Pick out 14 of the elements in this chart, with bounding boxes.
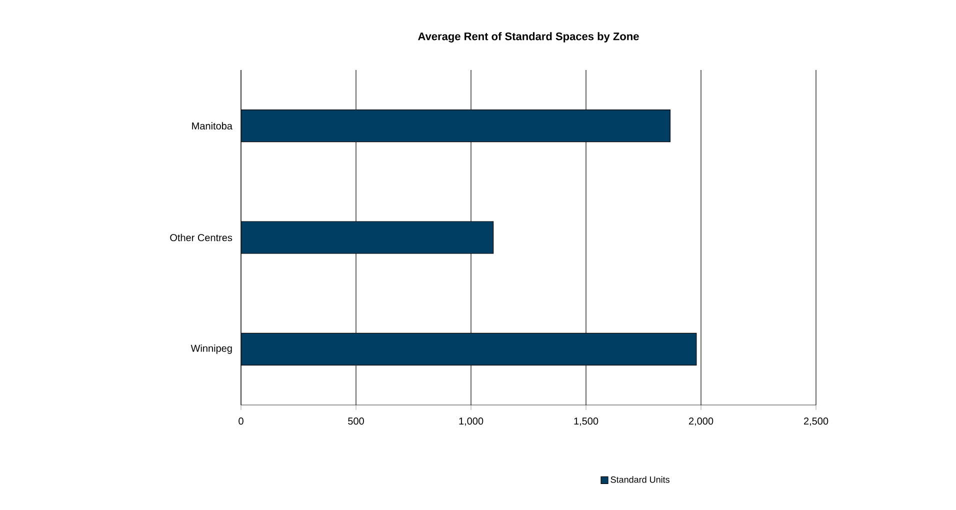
x-tick-label: 1,000 — [459, 418, 484, 426]
x-tick-label: 500 — [348, 418, 364, 425]
x-tick-label: 2,000 — [688, 418, 714, 426]
chart-title: Average Rent of Standard Spaces by Zone — [418, 32, 639, 42]
x-tick-label: 0 — [238, 418, 244, 425]
x-tick-label: 2,500 — [804, 418, 828, 426]
y-tick-label: Other Centres — [170, 234, 232, 242]
bar — [241, 110, 670, 142]
bar — [241, 332, 697, 366]
bar — [241, 221, 494, 254]
y-tick-label: Manitoba — [192, 122, 232, 130]
x-tick-label: 1,500 — [574, 418, 598, 426]
legend-label: Standard Units — [610, 476, 670, 483]
y-tick-label: Winnipeg — [190, 344, 232, 354]
